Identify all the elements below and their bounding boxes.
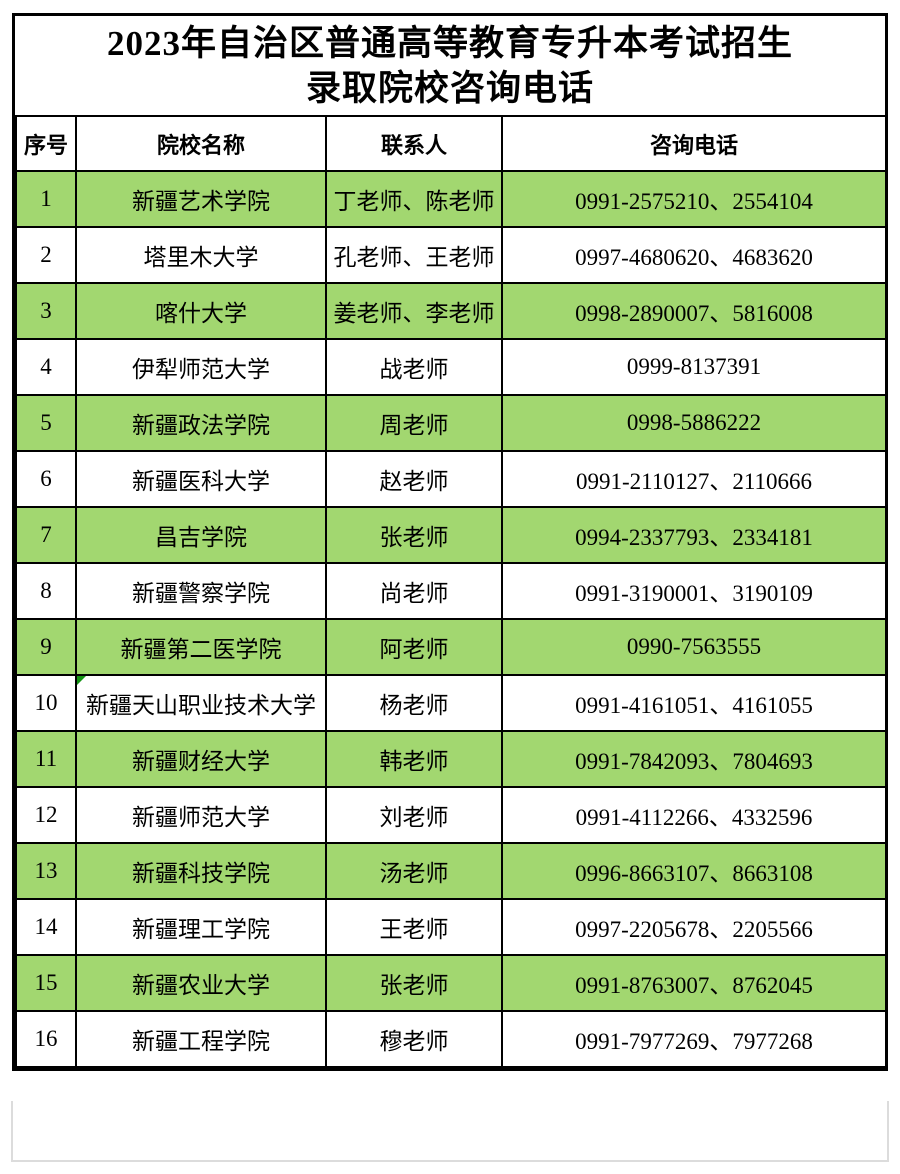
table-row: 2 塔里木大学 孔老师、王老师 0997-4680620、4683620 — [15, 226, 887, 284]
table-row: 13 新疆科技学院 汤老师 0996-8663107、8663108 — [15, 842, 887, 900]
contact-person: 尚老师 — [325, 562, 503, 620]
phone-number: 0997-2205678、2205566 — [501, 898, 887, 956]
contact-person: 王老师 — [325, 898, 503, 956]
phone-number: 0996-8663107、8663108 — [501, 842, 887, 900]
contact-person: 战老师 — [325, 338, 503, 396]
contact-person: 周老师 — [325, 394, 503, 452]
phone-number: 0991-3190001、3190109 — [501, 562, 887, 620]
contact-person: 韩老师 — [325, 730, 503, 788]
row-index: 6 — [15, 450, 77, 508]
school-name: 新疆医科大学 — [75, 450, 327, 508]
table-row: 1 新疆艺术学院 丁老师、陈老师 0991-2575210、2554104 — [15, 170, 887, 228]
row-index: 10 — [15, 674, 77, 732]
school-name: 新疆农业大学 — [75, 954, 327, 1012]
phone-number: 0991-8763007、8762045 — [501, 954, 887, 1012]
title-line-1: 2023年自治区普通高等教育专升本考试招生 — [106, 23, 793, 63]
row-index: 16 — [15, 1010, 77, 1068]
contact-person: 孔老师、王老师 — [325, 226, 503, 284]
phone-number: 0990-7563555 — [501, 618, 887, 676]
column-header-phone: 咨询电话 — [501, 115, 887, 172]
table-row: 8 新疆警察学院 尚老师 0991-3190001、3190109 — [15, 562, 887, 620]
row-index: 2 — [15, 226, 77, 284]
row-index: 8 — [15, 562, 77, 620]
table-row: 9 新疆第二医学院 阿老师 0990-7563555 — [15, 618, 887, 676]
table-row: 15 新疆农业大学 张老师 0991-8763007、8762045 — [15, 954, 887, 1012]
school-name: 新疆艺术学院 — [75, 170, 327, 228]
table-row: 14 新疆理工学院 王老师 0997-2205678、2205566 — [15, 898, 887, 956]
contact-person: 张老师 — [325, 954, 503, 1012]
phone-number: 0991-7842093、7804693 — [501, 730, 887, 788]
table-header-row: 序号 院校名称 联系人 咨询电话 — [15, 115, 887, 172]
row-index: 11 — [15, 730, 77, 788]
school-name: 塔里木大学 — [75, 226, 327, 284]
school-name: 伊犁师范大学 — [75, 338, 327, 396]
phone-number: 0991-4161051、4161055 — [501, 674, 887, 732]
comment-marker-icon — [78, 677, 86, 685]
phone-number: 0998-5886222 — [501, 394, 887, 452]
table-container: 2023年自治区普通高等教育专升本考试招生 录取院校咨询电话 序号 院校名称 联… — [12, 13, 888, 1071]
row-index: 14 — [15, 898, 77, 956]
table-row: 16 新疆工程学院 穆老师 0991-7977269、7977268 — [15, 1010, 887, 1068]
school-name: 新疆工程学院 — [75, 1010, 327, 1068]
table-body: 1 新疆艺术学院 丁老师、陈老师 0991-2575210、2554104 2 … — [15, 170, 887, 1068]
table-row: 11 新疆财经大学 韩老师 0991-7842093、7804693 — [15, 730, 887, 788]
row-index: 5 — [15, 394, 77, 452]
row-index: 12 — [15, 786, 77, 844]
contact-person: 阿老师 — [325, 618, 503, 676]
phone-number: 0991-2110127、2110666 — [501, 450, 887, 508]
phone-number: 0994-2337793、2334181 — [501, 506, 887, 564]
contact-person: 汤老师 — [325, 842, 503, 900]
school-name: 喀什大学 — [75, 282, 327, 340]
title-line-2: 录取院校咨询电话 — [305, 68, 594, 108]
column-header-school: 院校名称 — [75, 115, 327, 172]
table-row: 6 新疆医科大学 赵老师 0991-2110127、2110666 — [15, 450, 887, 508]
row-index: 15 — [15, 954, 77, 1012]
table-row: 3 喀什大学 姜老师、李老师 0998-2890007、5816008 — [15, 282, 887, 340]
row-index: 13 — [15, 842, 77, 900]
contact-person: 丁老师、陈老师 — [325, 170, 503, 228]
school-name: 新疆师范大学 — [75, 786, 327, 844]
school-name: 新疆科技学院 — [75, 842, 327, 900]
column-header-index: 序号 — [15, 115, 77, 172]
row-index: 1 — [15, 170, 77, 228]
phone-number: 0999-8137391 — [501, 338, 887, 396]
phone-number: 0991-7977269、7977268 — [501, 1010, 887, 1068]
school-name: 新疆天山职业技术大学 — [75, 674, 327, 732]
table-row: 12 新疆师范大学 刘老师 0991-4112266、4332596 — [15, 786, 887, 844]
school-name: 新疆政法学院 — [75, 394, 327, 452]
school-name: 新疆警察学院 — [75, 562, 327, 620]
school-name: 新疆理工学院 — [75, 898, 327, 956]
contact-person: 姜老师、李老师 — [325, 282, 503, 340]
empty-footer-area — [11, 1101, 889, 1162]
contact-person: 刘老师 — [325, 786, 503, 844]
row-index: 9 — [15, 618, 77, 676]
phone-number: 0991-4112266、4332596 — [501, 786, 887, 844]
phone-number: 0997-4680620、4683620 — [501, 226, 887, 284]
row-index: 7 — [15, 506, 77, 564]
school-name: 新疆第二医学院 — [75, 618, 327, 676]
table-row: 7 昌吉学院 张老师 0994-2337793、2334181 — [15, 506, 887, 564]
phone-table: 序号 院校名称 联系人 咨询电话 1 新疆艺术学院 丁老师、陈老师 0991-2… — [15, 115, 887, 1068]
phone-number: 0998-2890007、5816008 — [501, 282, 887, 340]
column-header-contact: 联系人 — [325, 115, 503, 172]
contact-person: 杨老师 — [325, 674, 503, 732]
table-title: 2023年自治区普通高等教育专升本考试招生 录取院校咨询电话 — [15, 16, 885, 115]
row-index: 4 — [15, 338, 77, 396]
contact-person: 张老师 — [325, 506, 503, 564]
table-row: 10 新疆天山职业技术大学 杨老师 0991-4161051、4161055 — [15, 674, 887, 732]
phone-number: 0991-2575210、2554104 — [501, 170, 887, 228]
school-name: 新疆财经大学 — [75, 730, 327, 788]
table-row: 4 伊犁师范大学 战老师 0999-8137391 — [15, 338, 887, 396]
contact-person: 赵老师 — [325, 450, 503, 508]
table-row: 5 新疆政法学院 周老师 0998-5886222 — [15, 394, 887, 452]
contact-person: 穆老师 — [325, 1010, 503, 1068]
row-index: 3 — [15, 282, 77, 340]
school-name: 昌吉学院 — [75, 506, 327, 564]
